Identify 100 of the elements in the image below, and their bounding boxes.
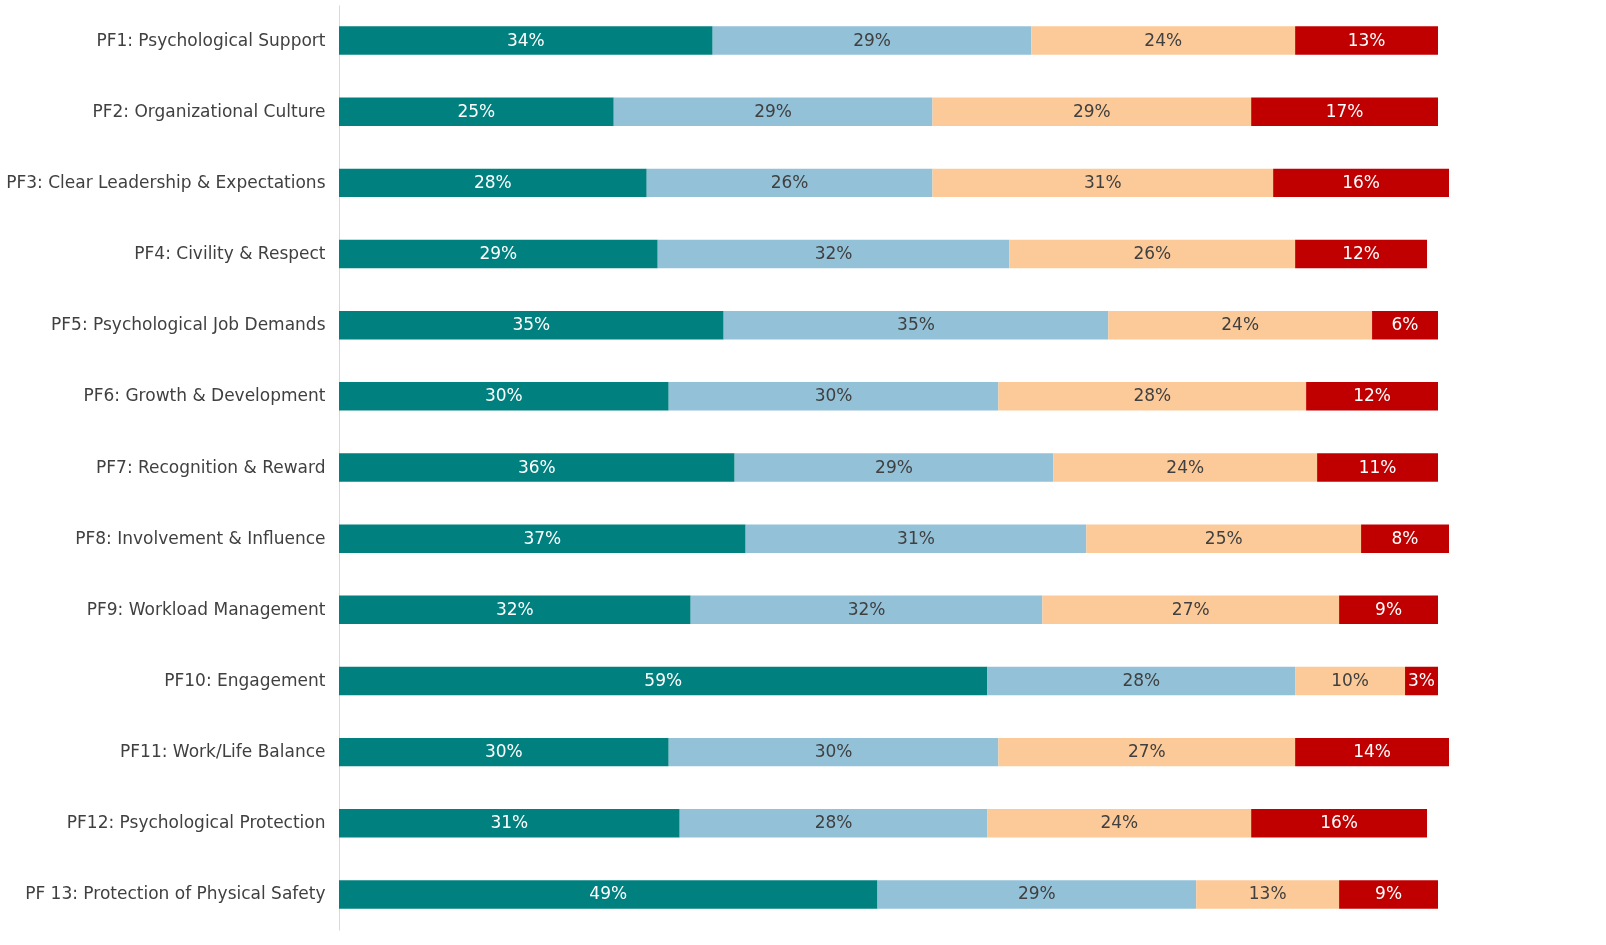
data-label: 11% [1358,456,1397,477]
data-label: 29% [853,29,891,50]
data-label: 24% [1166,456,1205,477]
bar [1009,239,1296,269]
bar [1053,453,1318,482]
bar [679,809,988,838]
data-label: 29% [754,100,793,121]
data-label: 30% [814,741,853,762]
bar [1317,453,1439,482]
data-label: 26% [1133,243,1172,264]
data-label: 30% [484,741,523,762]
bar [1273,168,1449,198]
bar [723,310,1109,340]
data-label: 25% [457,100,496,121]
data-label: 28% [1133,385,1172,406]
bar [1031,26,1296,55]
data-label: 16% [1342,171,1380,192]
bar [646,168,933,198]
data-label: 34% [506,29,545,50]
bar [987,809,1252,838]
bar [339,310,724,340]
data-label: 49% [589,883,628,904]
data-label: 28% [473,171,512,192]
bar [1295,737,1449,767]
bar [657,239,1010,269]
data-label: 37% [523,527,562,548]
bar [734,453,1054,482]
data-label: 3% [1408,669,1436,690]
data-label: 29% [1072,100,1111,121]
data-label: 13% [1347,29,1386,50]
bar [1042,595,1340,625]
bar [1295,666,1406,696]
data-label: 17% [1325,100,1364,121]
data-label: 29% [875,456,913,477]
bar [1339,595,1439,625]
data-label: 28% [1122,669,1161,690]
data-label: 24% [1100,812,1139,833]
data-label: 31% [490,812,529,833]
y-tick-label: PF11: Work/Life Balance [120,741,326,762]
bar [613,97,933,126]
bar [339,595,691,625]
data-label: 32% [814,243,853,264]
bar [668,382,999,411]
y-tick-label: PF1: Psychological Support [96,29,326,50]
bar [745,524,1087,553]
y-tick-label: PF12: Psychological Protection [66,812,326,833]
bar [690,595,1043,625]
data-label: 59% [644,669,683,690]
bar [998,737,1296,767]
bar [1086,524,1362,553]
bar [998,382,1307,411]
bar [1339,880,1439,909]
bar [339,168,647,198]
data-label: 10% [1331,669,1369,690]
data-label: 6% [1391,314,1419,335]
data-label: 36% [517,456,556,477]
data-label: 32% [847,598,886,619]
bar [1108,310,1373,340]
bar [1196,880,1340,909]
y-tick-label: PF5: Psychological Job Demands [51,314,326,335]
data-label: 26% [770,171,809,192]
data-label: 12% [1353,385,1391,406]
bar [339,880,878,909]
bar [987,666,1296,696]
y-tick-label: PF7: Recognition & Reward [96,456,326,477]
data-label: 29% [1017,883,1056,904]
data-label: 16% [1320,812,1358,833]
bar [1295,239,1428,269]
bar [339,26,713,55]
y-tick-label: PF10: Engagement [164,669,326,690]
data-label: 31% [1083,171,1122,192]
data-label: 28% [814,812,853,833]
bar [339,239,658,269]
data-label: 9% [1375,598,1403,619]
bar [932,97,1252,126]
data-label: 14% [1353,741,1391,762]
bar [339,524,746,553]
data-label: 8% [1391,527,1419,548]
bar [339,97,614,126]
y-tick-label: PF9: Workload Management [86,598,326,619]
y-tick-label: PF4: Civility & Respect [134,243,326,264]
bar [712,26,1032,55]
bar [1306,382,1439,411]
data-label: 27% [1127,741,1166,762]
data-label: 29% [479,243,518,264]
y-tick-label: PF2: Organizational Culture [92,100,326,121]
data-label: 9% [1375,883,1403,904]
data-label: 30% [814,385,853,406]
data-label: 13% [1248,883,1287,904]
bar [339,666,988,696]
bar [339,809,680,838]
bar [1251,809,1428,838]
data-label: 35% [512,314,551,335]
data-label: 25% [1204,527,1243,548]
data-label: 12% [1342,243,1380,264]
y-tick-label: PF6: Growth & Development [83,385,326,406]
data-label: 30% [484,385,523,406]
bar [339,453,735,482]
bar [1295,26,1439,55]
y-tick-label: PF 13: Protection of Physical Safety [25,883,326,904]
